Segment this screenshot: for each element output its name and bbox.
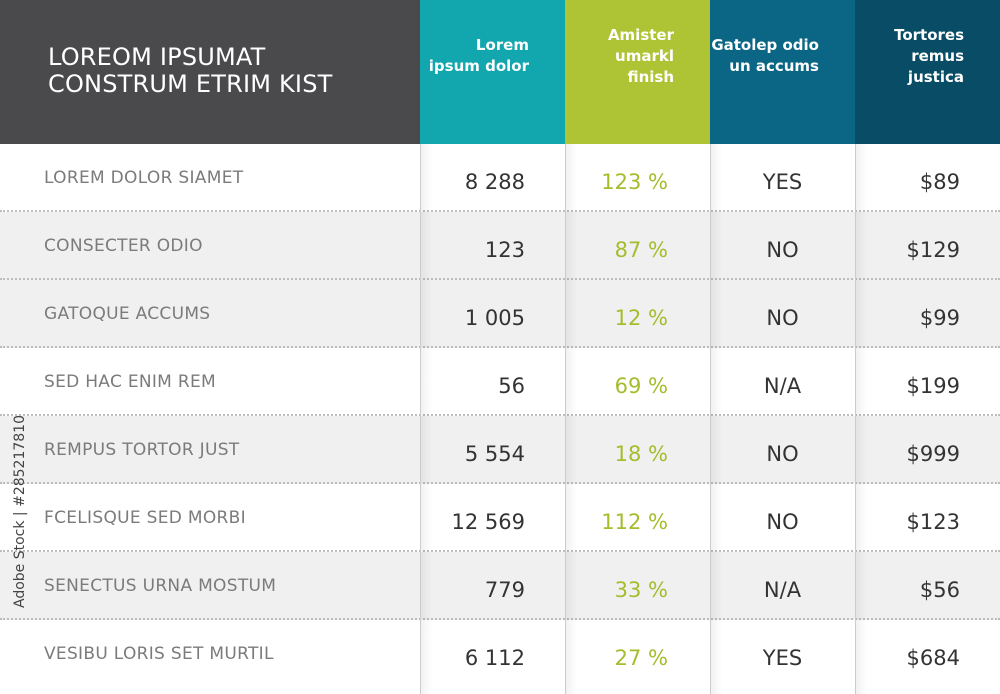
cell-value: 779 [484, 578, 525, 602]
cell-value: 6 112 [464, 646, 525, 670]
column-header-3-label: Gatolep odio un accums [711, 36, 819, 75]
cell-value: 1 005 [464, 306, 525, 330]
stock-watermark: Adobe Stock | #285217810 [12, 415, 28, 608]
cell-value: 5 554 [464, 442, 525, 466]
cell-price: $123 [906, 510, 960, 534]
row-label: GATOQUE ACCUMS [44, 304, 211, 324]
table-header: LOREOM IPSUMAT CONSTRUM ETRIM KIST Lorem… [0, 0, 1000, 144]
column-header-2: Amister umarkl finish [565, 0, 710, 144]
column-header-3: Gatolep odio un accums [710, 0, 855, 144]
column-header-1-label: Lorem ipsum dolor [428, 36, 529, 75]
table-row: LOREM DOLOR SIAMET 8 288 123 % YES $89 [0, 144, 1000, 212]
cell-percent: 123 % [601, 170, 668, 194]
column-divider [855, 144, 856, 694]
cell-percent: 69 % [614, 374, 668, 398]
cell-status: NO [766, 510, 799, 534]
row-label: SED HAC ENIM REM [44, 372, 216, 392]
title-panel: LOREOM IPSUMAT CONSTRUM ETRIM KIST [0, 0, 420, 144]
cell-price: $129 [906, 238, 960, 262]
cell-status: NO [766, 238, 799, 262]
column-header-2-label: Amister umarkl finish [607, 25, 674, 86]
cell-percent: 112 % [601, 510, 668, 534]
cell-value: 56 [498, 374, 525, 398]
cell-percent: 87 % [614, 238, 668, 262]
column-header-4-label: Tortores remus justica [894, 25, 964, 86]
table-row: GATOQUE ACCUMS 1 005 12 % NO $99 [0, 280, 1000, 348]
column-header-4: Tortores remus justica [855, 0, 1000, 144]
row-label: LOREM DOLOR SIAMET [44, 168, 244, 188]
cell-value: 8 288 [464, 170, 525, 194]
cell-value: 12 569 [451, 510, 525, 534]
column-divider [565, 144, 566, 694]
cell-price: $999 [906, 442, 960, 466]
cell-value: 123 [484, 238, 525, 262]
table-row: SENECTUS URNA MOSTUM 779 33 % N/A $56 [0, 552, 1000, 620]
cell-percent: 18 % [614, 442, 668, 466]
cell-status: N/A [763, 374, 802, 398]
cell-price: $99 [919, 306, 960, 330]
cell-status: N/A [763, 578, 802, 602]
cell-price: $684 [906, 646, 960, 670]
column-divider [710, 144, 711, 694]
row-label: SENECTUS URNA MOSTUM [44, 576, 277, 596]
row-label: VESIBU LORIS SET MURTIL [44, 644, 274, 664]
cell-status: NO [766, 442, 799, 466]
row-label: REMPUS TORTOR JUST [44, 440, 240, 460]
cell-price: $199 [906, 374, 960, 398]
row-label: CONSECTER ODIO [44, 236, 203, 256]
cell-status: NO [766, 306, 799, 330]
column-divider [420, 144, 421, 694]
cell-price: $56 [919, 578, 960, 602]
cell-percent: 27 % [614, 646, 668, 670]
cell-status: YES [762, 170, 803, 194]
table-title: LOREOM IPSUMAT CONSTRUM ETRIM KIST [48, 43, 333, 98]
table-row: VESIBU LORIS SET MURTIL 6 112 27 % YES $… [0, 620, 1000, 688]
table-row: FCELISQUE SED MORBI 12 569 112 % NO $123 [0, 484, 1000, 552]
column-header-1: Lorem ipsum dolor [420, 0, 565, 144]
table-row: SED HAC ENIM REM 56 69 % N/A $199 [0, 348, 1000, 416]
table-row: CONSECTER ODIO 123 87 % NO $129 [0, 212, 1000, 280]
cell-price: $89 [919, 170, 960, 194]
cell-percent: 33 % [614, 578, 668, 602]
table-row: REMPUS TORTOR JUST 5 554 18 % NO $999 [0, 416, 1000, 484]
cell-percent: 12 % [614, 306, 668, 330]
row-label: FCELISQUE SED MORBI [44, 508, 246, 528]
cell-status: YES [762, 646, 803, 670]
